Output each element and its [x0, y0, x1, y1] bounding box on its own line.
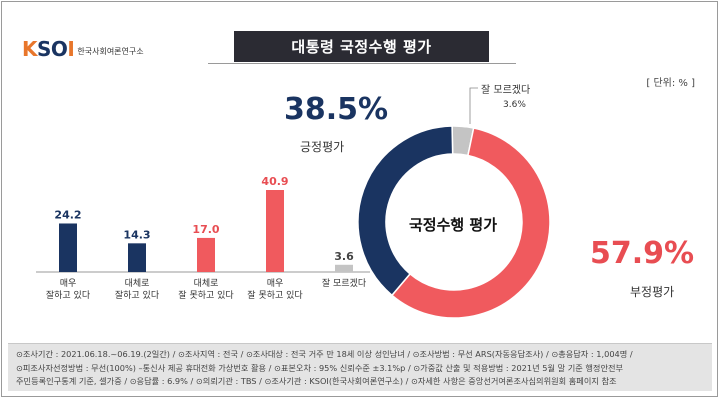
bar-value-label-3: 40.9 — [261, 175, 288, 188]
bar-1 — [128, 243, 146, 272]
dont-know-value: 3.6% — [503, 100, 526, 110]
bar-2 — [197, 237, 215, 272]
title-divider — [208, 63, 516, 64]
footer-line-1: ⊙조사기간 : 2021.06.18.~06.19.(2일간) / ⊙조사지역 … — [16, 349, 633, 359]
positive-label: 긍정평가 — [300, 140, 345, 154]
positive-value: 38.5% — [284, 92, 389, 127]
dont-know-label: 잘 모르겠다 — [481, 85, 531, 96]
unit-label: [ 단위: % ] — [646, 78, 695, 89]
bar-value-label-1: 14.3 — [123, 228, 150, 241]
survey-footer: ⊙조사기간 : 2021.06.18.~06.19.(2일간) / ⊙조사지역 … — [8, 343, 712, 391]
bar-category-label-0: 매우 잘하고 있다 — [45, 279, 91, 301]
bar-0 — [59, 223, 77, 272]
bar-category-label-3: 매우 잘 못하고 있다 — [247, 279, 303, 301]
footer-line-3: 주민등록인구통계 기준, 셀가중 / ⊙응답률 : 6.9% / ⊙의뢰기관 :… — [16, 376, 617, 386]
bar-value-label-2: 17.0 — [192, 223, 219, 236]
footer-line-2: ⊙피조사자선정방법 : 무선(100%) –통신사 제공 휴대전화 가상번호 활… — [16, 362, 624, 373]
negative-label: 부정평가 — [630, 285, 675, 299]
logo-mark: KSOI — [22, 37, 75, 61]
bar-4 — [335, 264, 353, 272]
bar-category-label-1: 대체로 잘하고 있다 — [114, 279, 160, 301]
ksoi-logo: KSOI 한국사회여론연구소 — [22, 37, 144, 61]
negative-value: 57.9% — [590, 236, 695, 271]
bar-category-label-2: 대체로 잘 못하고 있다 — [178, 279, 234, 301]
chart-title: 대통령 국정수행 평가 — [234, 31, 489, 62]
bar-category-label-4: 잘 모르겠다 — [321, 279, 367, 289]
bar-3 — [266, 190, 284, 272]
bar-value-label-4: 3.6 — [334, 250, 354, 263]
bar-value-label-0: 24.2 — [54, 208, 81, 221]
logo-subtitle: 한국사회여론연구소 — [77, 46, 144, 56]
donut-center-label: 국정수행 평가 — [408, 216, 498, 234]
